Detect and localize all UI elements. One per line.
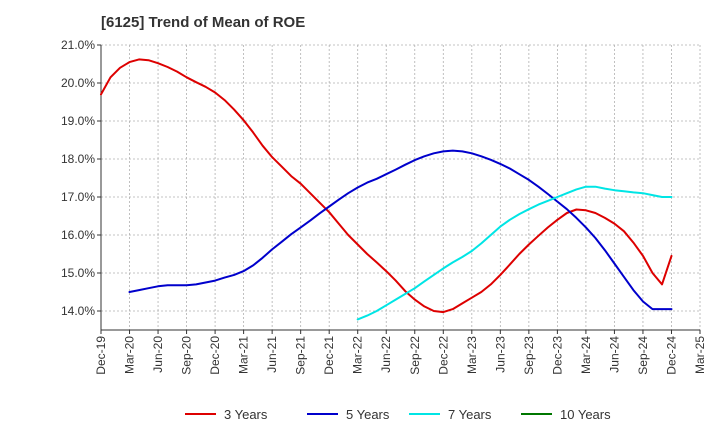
y-tick-label: 20.0% — [61, 76, 95, 90]
series-line-3-years — [100, 58, 673, 314]
legend-label: 3 Years — [224, 407, 268, 422]
x-tick-label: Dec-19 — [94, 336, 108, 375]
x-tick-label: Dec-24 — [664, 336, 678, 375]
x-tick-label: Mar-22 — [351, 336, 365, 374]
x-tick-label: Dec-20 — [208, 336, 222, 375]
y-tick-label: 19.0% — [61, 114, 95, 128]
x-tick-label: Sep-23 — [522, 336, 536, 375]
y-tick-label: 17.0% — [61, 190, 95, 204]
x-tick-label: Jun-24 — [607, 336, 621, 373]
y-tick-label: 14.0% — [61, 304, 95, 318]
legend: 3 Years 5 Years 7 Years 10 Years — [185, 407, 611, 422]
x-tick-label: Jun-23 — [493, 336, 507, 373]
x-tick-label: Mar-24 — [579, 336, 593, 374]
axes: 14.0% 15.0% 16.0% 17.0% 18.0% 19.0% 20.0% 21.0%… — [61, 38, 707, 375]
x-tick-label: Sep-21 — [294, 336, 308, 375]
x-tick-label: Jun-20 — [151, 336, 165, 373]
x-tick-label: Sep-20 — [180, 336, 194, 375]
x-tick-label: Mar-21 — [237, 336, 251, 374]
series-line-7-years — [356, 185, 673, 321]
x-tick-label: Sep-22 — [408, 336, 422, 375]
x-tick-label: Mar-20 — [123, 336, 137, 374]
grid — [100, 44, 701, 330]
x-tick-label: Jun-21 — [265, 336, 279, 373]
legend-label: 7 Years — [448, 407, 492, 422]
legend-label: 5 Years — [346, 407, 390, 422]
x-tick-label: Dec-21 — [322, 336, 336, 375]
y-tick-label: 16.0% — [61, 228, 95, 242]
series-lines — [100, 58, 673, 321]
legend-label: 10 Years — [560, 407, 611, 422]
x-tick-label: Jun-22 — [379, 336, 393, 373]
series-line-5-years — [128, 149, 673, 311]
y-tick-label: 15.0% — [61, 266, 95, 280]
y-tick-label: 21.0% — [61, 38, 95, 52]
x-tick-label: Sep-24 — [636, 336, 650, 375]
chart-title: [6125] Trend of Mean of ROE — [101, 14, 306, 31]
x-tick-label: Mar-23 — [465, 336, 479, 374]
y-tick-label: 18.0% — [61, 152, 95, 166]
x-tick-label: Dec-23 — [550, 336, 564, 375]
x-tick-label: Dec-22 — [436, 336, 450, 375]
x-tick-label: Mar-25 — [693, 336, 707, 374]
